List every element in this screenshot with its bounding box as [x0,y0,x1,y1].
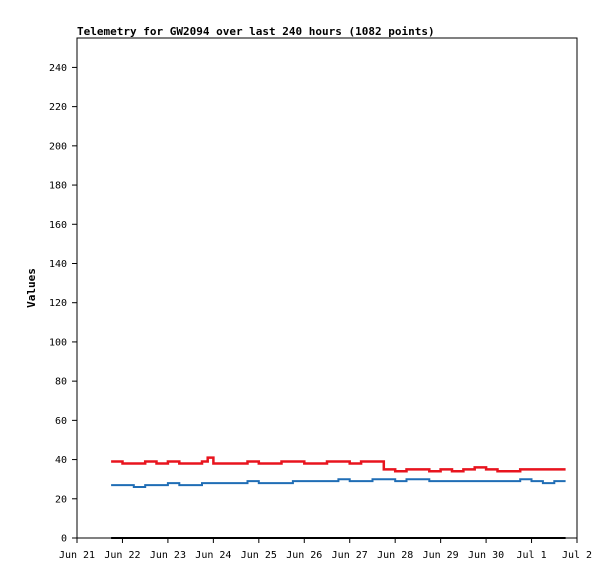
y-tick-label: 100 [49,337,67,348]
y-tick-label: 220 [49,102,67,113]
x-tick-label: Jun 23 [150,550,186,561]
x-tick-label: Jun 28 [377,550,413,561]
y-tick-label: 120 [49,298,67,309]
y-tick-label: 20 [55,494,67,505]
x-tick-label: Jun 24 [195,550,231,561]
x-tick-label: Jun 22 [104,550,140,561]
x-tick-label: Jun 25 [241,550,277,561]
y-tick-label: 200 [49,141,67,152]
series-line-0 [111,456,566,473]
x-tick-label: Jun 21 [59,550,95,561]
y-axis-label: Values [25,268,38,308]
x-tick-label: Jun 29 [423,550,459,561]
x-tick-label: Jul 2 [562,550,592,561]
y-tick-label: 180 [49,181,67,192]
y-tick-label: 240 [49,63,67,74]
x-tick-label: Jul 1 [516,550,546,561]
y-tick-label: 160 [49,220,67,231]
y-tick-label: 60 [55,416,67,427]
x-axis: Jun 21 Jun 22 Jun 23 Jun 24 Jun 25 Jun 26 Jun … [59,538,592,561]
x-tick-label: Jun 30 [468,550,504,561]
series-line-1 [111,478,566,488]
x-tick-label: Jun 26 [286,550,322,561]
chart-title: Telemetry for GW2094 over last 240 hours… [77,25,435,38]
y-axis: 0 20 40 60 80 100 120 140 160 180 200 220 240 [49,63,77,545]
series-layer [111,456,566,539]
y-tick-label: 140 [49,259,67,270]
y-tick-label: 0 [61,534,67,545]
x-tick-label: Jun 27 [332,550,368,561]
y-tick-label: 40 [55,455,67,466]
y-tick-label: 80 [55,377,67,388]
